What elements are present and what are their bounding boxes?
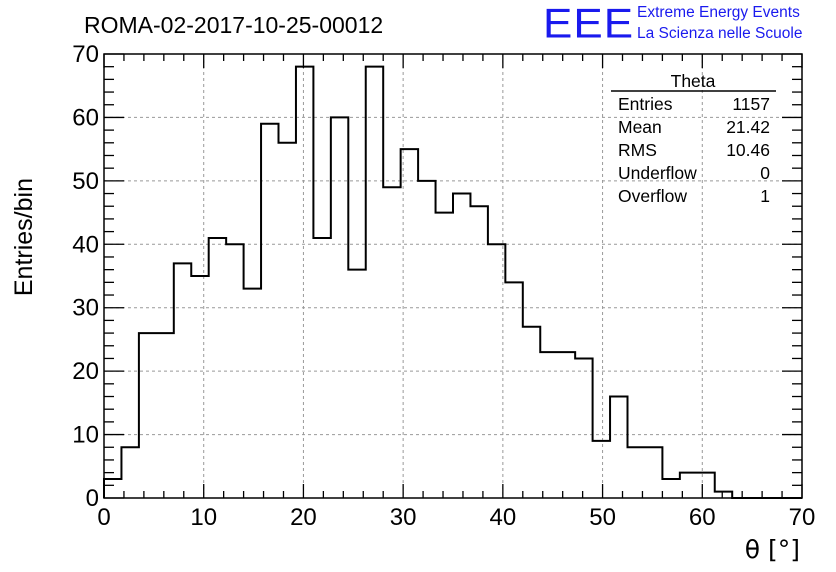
stats-row-label: Entries: [618, 94, 673, 114]
y-tick-label: 40: [72, 231, 99, 258]
stats-row-label: Underflow: [618, 163, 697, 183]
stats-row-value: 0: [760, 163, 770, 183]
x-tick-label: 70: [789, 504, 816, 531]
stats-row-label: RMS: [618, 140, 657, 160]
stats-row-value: 1157: [732, 94, 770, 114]
y-tick-label: 70: [72, 41, 99, 68]
stats-row-value: 10.46: [726, 140, 770, 160]
x-tick-label: 20: [290, 504, 317, 531]
logo-subtitle-line2: La Scienza nelle Scuole: [637, 25, 803, 42]
x-tick-label: 50: [589, 504, 616, 531]
eee-logo-text: EEE: [543, 0, 635, 47]
y-tick-label: 30: [72, 295, 99, 322]
x-tick-label: 60: [689, 504, 716, 531]
x-axis-label: θ [°]: [745, 535, 800, 564]
eee-logo: EEE: [543, 2, 634, 46]
axis-ticks: [103, 53, 803, 499]
plot-frame: [103, 53, 803, 499]
logo-subtitle-line1: Extreme Energy Events: [637, 4, 800, 21]
x-tick-label: 0: [97, 504, 110, 531]
stats-row-label: Mean: [618, 117, 662, 137]
chart-title: ROMA-02-2017-10-25-00012: [84, 12, 383, 38]
histogram-outline: [103, 65, 802, 499]
histogram-series: [103, 65, 802, 499]
x-tick-label: 30: [390, 504, 417, 531]
stats-box: Theta Entries 1157 Mean 21.42 RMS 10.46 Underf…: [611, 71, 776, 206]
y-tick-label: 0: [86, 485, 99, 512]
stats-row-value: 1: [760, 186, 770, 206]
stats-row-label: Overflow: [618, 186, 687, 206]
grid-lines: [104, 54, 802, 498]
y-tick-label: 20: [72, 358, 99, 385]
x-tick-label: 10: [190, 504, 217, 531]
y-axis-label: Entries/bin: [10, 178, 38, 296]
x-tick-label: 40: [490, 504, 517, 531]
stats-row-value: 21.42: [726, 117, 770, 137]
y-tick-label: 60: [72, 104, 99, 131]
y-tick-label: 50: [72, 168, 99, 195]
stats-title: Theta: [671, 71, 716, 91]
y-tick-label: 10: [72, 422, 99, 449]
